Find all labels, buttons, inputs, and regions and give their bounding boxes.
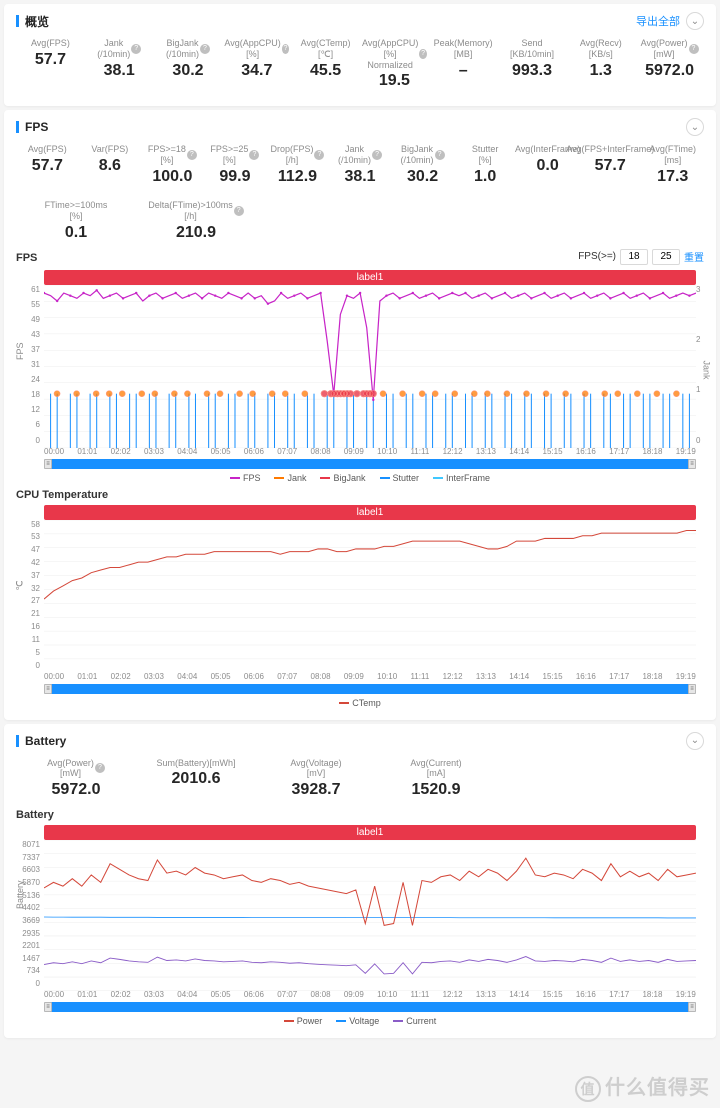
- time-slider[interactable]: ≡≡: [44, 684, 696, 694]
- y-ticks: 5853474237322721161150: [16, 520, 42, 670]
- help-icon[interactable]: ?: [249, 150, 259, 160]
- section-title: Battery: [25, 734, 66, 748]
- y-axis-label-right: Jank: [701, 360, 711, 379]
- accent-bar: [16, 735, 19, 747]
- battery-card: Battery ⌄ Avg(Power)[mW] ?5972.0Sum(Batter…: [4, 724, 716, 1039]
- fps-chart-title: FPS: [16, 252, 37, 264]
- help-icon[interactable]: ?: [234, 206, 244, 216]
- slider-grip-right[interactable]: ≡: [688, 1002, 696, 1012]
- legend: PowerVoltageCurrent: [16, 1016, 704, 1026]
- metric: Avg(Power)[mW] ?5972.0: [635, 34, 704, 94]
- metric: Avg(FPS)57.7: [16, 34, 85, 94]
- help-icon[interactable]: ?: [95, 763, 105, 773]
- metric: Drop(FPS)[/h] ?112.9: [266, 140, 329, 190]
- cputemp-title: CPU Temperature: [16, 489, 704, 501]
- time-slider[interactable]: ≡≡: [44, 1002, 696, 1012]
- metric: FPS>=18[%] ?100.0: [141, 140, 204, 190]
- overview-card: 概览 导出全部 ⌄ Avg(FPS)57.7Jank(/10min) ?38.1Big…: [4, 4, 716, 106]
- help-icon[interactable]: ?: [689, 44, 699, 54]
- metric: Avg(Current)[mA]1520.9: [376, 754, 496, 804]
- watermark: 值什么值得买: [575, 1071, 710, 1102]
- legend: FPSJankBigJankStutterInterFrame: [16, 473, 704, 483]
- metric: Avg(FTime)[ms]17.3: [641, 140, 704, 190]
- metric: Avg(AppCPU)[%] ?34.7: [222, 34, 291, 94]
- help-icon[interactable]: ?: [282, 44, 289, 54]
- accent-bar: [16, 15, 19, 27]
- slider-grip-left[interactable]: ≡: [44, 1002, 52, 1012]
- metric: FPS>=25[%] ?99.9: [204, 140, 267, 190]
- metric: BigJank(/10min) ?30.2: [391, 140, 454, 190]
- battery-chart-title: Battery: [16, 809, 704, 821]
- metric: Send[KB/10min]993.3: [498, 34, 567, 94]
- metric: FTime>=100ms[%]0.1: [16, 196, 136, 246]
- chart-band-label: label1: [44, 825, 696, 840]
- help-icon[interactable]: ?: [372, 150, 382, 160]
- metric: Avg(AppCPU)[%]Normalized ?19.5: [360, 34, 429, 94]
- metric: Var(FPS)8.6: [79, 140, 142, 190]
- watermark-icon: 值: [575, 1076, 601, 1102]
- cputemp-chart[interactable]: 5853474237322721161150℃: [44, 520, 696, 670]
- y-axis-label: FPS: [15, 342, 25, 360]
- slider-grip-right[interactable]: ≡: [688, 684, 696, 694]
- help-icon[interactable]: ?: [131, 44, 141, 54]
- metric: Delta(FTime)>100ms[/h] ?210.9: [136, 196, 256, 246]
- metric: Avg(CTemp)[℃]45.5: [291, 34, 360, 94]
- x-ticks: 00:0001:0102:0203:0304:0405:0506:0607:07…: [44, 447, 696, 456]
- chevron-down-icon[interactable]: ⌄: [686, 732, 704, 750]
- metric: Stutter[%]1.0: [454, 140, 517, 190]
- y-ticks: 8071733766035870513644023669293522011467…: [16, 840, 42, 988]
- export-all-link[interactable]: 导出全部: [636, 13, 680, 29]
- chart-band-label: label1: [44, 270, 696, 285]
- section-title: 概览: [25, 13, 49, 30]
- slider-grip-right[interactable]: ≡: [688, 459, 696, 469]
- reset-link[interactable]: 重置: [684, 249, 704, 264]
- fps-threshold-controls: FPS(>=)重置: [578, 249, 704, 265]
- metric: Sum(Battery)[mWh]2010.6: [136, 754, 256, 804]
- help-icon[interactable]: ?: [200, 44, 210, 54]
- metric: Avg(Voltage)[mV]3928.7: [256, 754, 376, 804]
- chevron-down-icon[interactable]: ⌄: [686, 118, 704, 136]
- slider-grip-left[interactable]: ≡: [44, 459, 52, 469]
- metric: Avg(Recv)[KB/s]1.3: [566, 34, 635, 94]
- metric: Peak(Memory)[MB]–: [429, 34, 498, 94]
- battery-chart[interactable]: 8071733766035870513644023669293522011467…: [44, 840, 696, 988]
- accent-bar: [16, 121, 19, 133]
- fps-chart[interactable]: 615549433731241812603210FPSJank: [44, 285, 696, 445]
- metric: BigJank(/10min) ?30.2: [154, 34, 223, 94]
- chevron-down-icon[interactable]: ⌄: [686, 12, 704, 30]
- x-ticks: 00:0001:0102:0203:0304:0405:0506:0607:07…: [44, 990, 696, 999]
- y-axis-label: Battery: [15, 881, 25, 910]
- section-title: FPS: [25, 120, 48, 134]
- metric: Avg(Power)[mW] ?5972.0: [16, 754, 136, 804]
- help-icon[interactable]: ?: [187, 150, 197, 160]
- fps-thr2-input[interactable]: [652, 249, 680, 265]
- y-ticks: 61554943373124181260: [16, 285, 42, 445]
- metric: Jank(/10min) ?38.1: [85, 34, 154, 94]
- fps-thr1-input[interactable]: [620, 249, 648, 265]
- metric: Avg(FPS)57.7: [16, 140, 79, 190]
- metric: Avg(FPS+InterFrame)57.7: [579, 140, 642, 190]
- help-icon[interactable]: ?: [419, 49, 426, 59]
- metric: Jank(/10min) ?38.1: [329, 140, 392, 190]
- chart-band-label: label1: [44, 505, 696, 520]
- time-slider[interactable]: ≡≡: [44, 459, 696, 469]
- help-icon[interactable]: ?: [314, 150, 324, 160]
- y-axis-label: ℃: [15, 580, 26, 590]
- x-ticks: 00:0001:0102:0203:0304:0405:0506:0607:07…: [44, 672, 696, 681]
- legend: CTemp: [16, 698, 704, 708]
- slider-grip-left[interactable]: ≡: [44, 684, 52, 694]
- fps-card: FPS ⌄ Avg(FPS)57.7Var(FPS)8.6FPS>=18[%] ?1…: [4, 110, 716, 719]
- help-icon[interactable]: ?: [435, 150, 445, 160]
